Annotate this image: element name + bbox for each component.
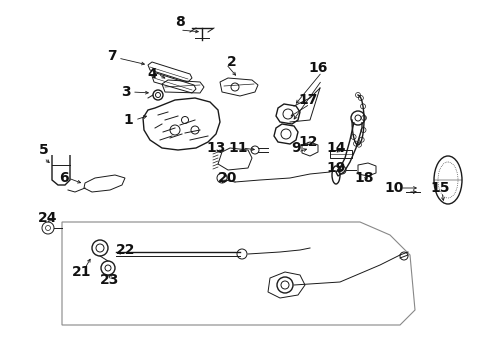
Text: 10: 10 <box>384 181 404 195</box>
Text: 14: 14 <box>326 141 346 155</box>
Text: 6: 6 <box>59 171 69 185</box>
Text: 13: 13 <box>206 141 226 155</box>
Text: 5: 5 <box>39 143 49 157</box>
Text: 22: 22 <box>116 243 136 257</box>
Text: 7: 7 <box>107 49 117 63</box>
Text: 23: 23 <box>100 273 120 287</box>
Text: 12: 12 <box>298 135 318 149</box>
Text: 8: 8 <box>175 15 185 29</box>
Text: 1: 1 <box>123 113 133 127</box>
Text: 19: 19 <box>326 161 345 175</box>
Text: 24: 24 <box>38 211 58 225</box>
Text: 4: 4 <box>147 67 157 81</box>
Text: 11: 11 <box>228 141 248 155</box>
Text: 18: 18 <box>354 171 374 185</box>
Text: 16: 16 <box>308 61 328 75</box>
Bar <box>330 150 352 158</box>
Text: 3: 3 <box>121 85 131 99</box>
Text: 17: 17 <box>298 93 318 107</box>
Text: 20: 20 <box>219 171 238 185</box>
Text: 2: 2 <box>227 55 237 69</box>
Text: 9: 9 <box>291 141 301 155</box>
Text: 21: 21 <box>72 265 92 279</box>
Text: 15: 15 <box>430 181 450 195</box>
